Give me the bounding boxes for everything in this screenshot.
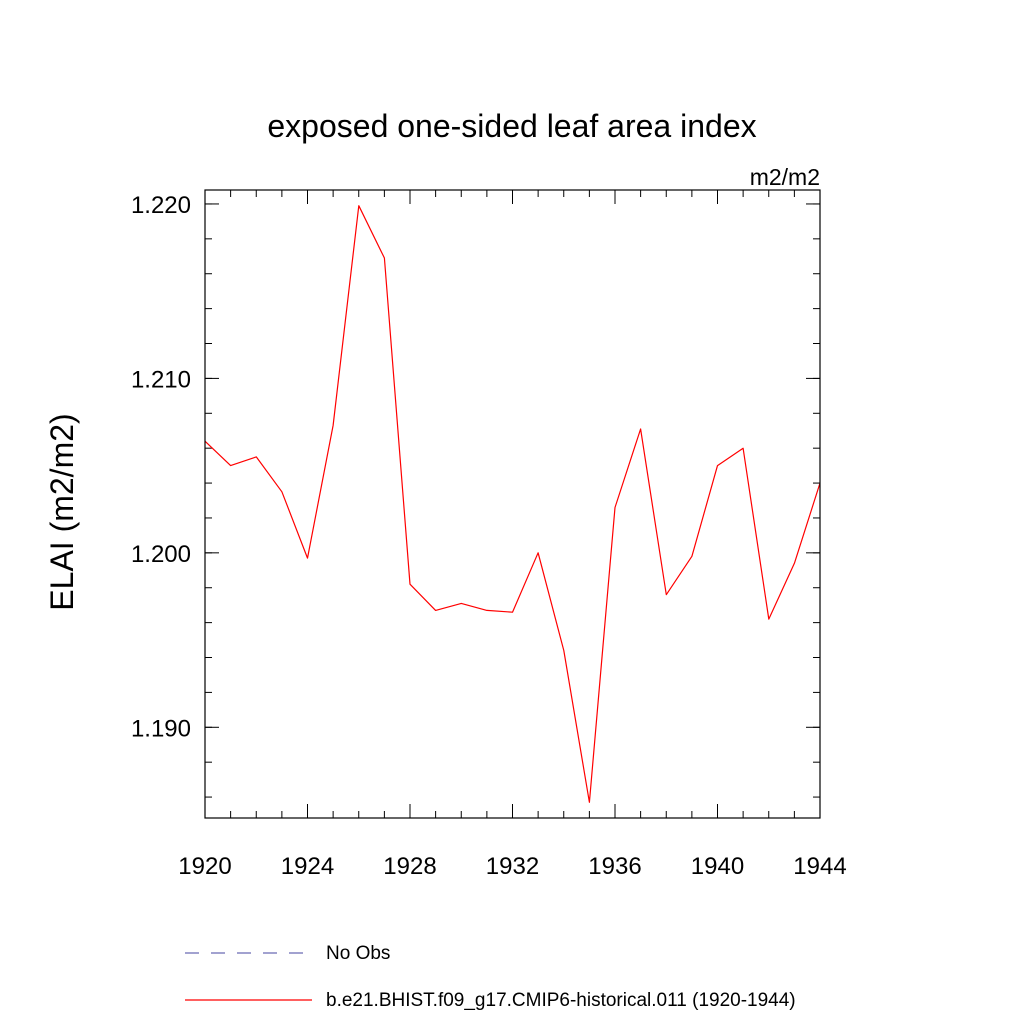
legend: No Obs b.e21.BHIST.f09_g17.CMIP6-histori…: [185, 943, 796, 1011]
y-tick-label: 1.200: [131, 541, 191, 568]
x-tick-label: 1920: [178, 853, 231, 880]
axis-ticks: [204, 190, 821, 818]
y-axis-label: ELAI (m2/m2): [44, 413, 80, 610]
x-tick-label: 1944: [793, 853, 846, 880]
x-tick-labels: 1920 1924 1928 1932 1936 1940 1944: [178, 853, 846, 880]
x-tick-label: 1940: [691, 853, 744, 880]
y-tick-labels: 1.190 1.200 1.210 1.220: [131, 192, 191, 742]
series-layer: [204, 205, 821, 803]
y-tick-label: 1.190: [131, 715, 191, 742]
x-tick-label: 1932: [486, 853, 539, 880]
y-tick-label: 1.210: [131, 366, 191, 393]
plot-frame: [204, 189, 821, 819]
legend-label-historical: b.e21.BHIST.f09_g17.CMIP6-historical.011…: [326, 990, 796, 1011]
units-label: m2/m2: [750, 164, 820, 190]
chart-title: exposed one-sided leaf area index: [267, 108, 756, 144]
y-tick-label: 1.220: [131, 192, 191, 219]
series-line-historical: [204, 205, 821, 803]
x-tick-label: 1924: [281, 853, 334, 880]
legend-label-no-obs: No Obs: [326, 943, 390, 964]
x-tick-label: 1936: [588, 853, 641, 880]
x-tick-label: 1928: [383, 853, 436, 880]
